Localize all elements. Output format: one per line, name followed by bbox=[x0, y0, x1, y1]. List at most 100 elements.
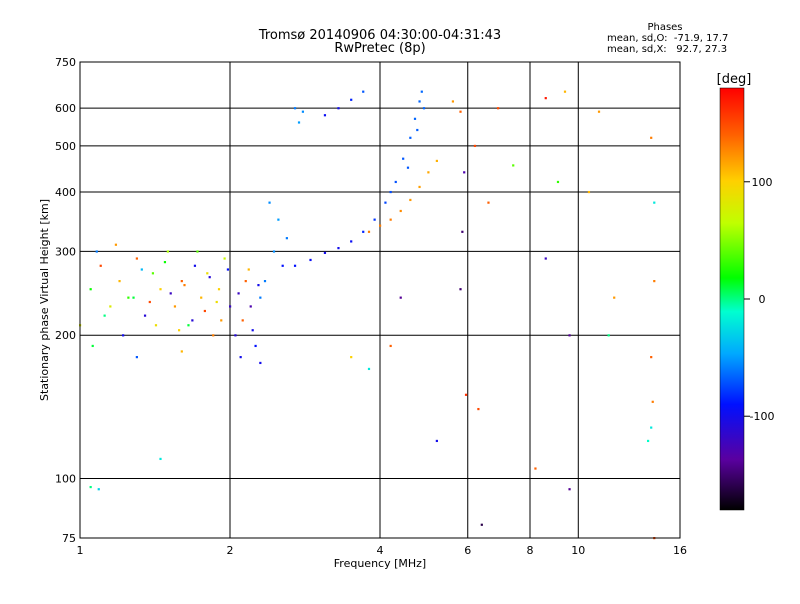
data-point bbox=[650, 136, 653, 139]
y-tick-label: 600 bbox=[55, 102, 76, 115]
data-point bbox=[208, 276, 211, 279]
data-point bbox=[180, 280, 183, 283]
data-point bbox=[91, 344, 94, 348]
data-point bbox=[259, 361, 262, 365]
colorbar-tick-label: 100 bbox=[752, 176, 773, 189]
x-tick-label: 6 bbox=[464, 544, 471, 557]
data-point bbox=[373, 218, 376, 221]
data-point bbox=[191, 319, 194, 322]
data-point bbox=[89, 288, 92, 291]
data-point bbox=[277, 218, 280, 221]
data-point bbox=[217, 288, 221, 291]
phase-stats-x: mean, sd,X: 92.7, 27.3 bbox=[607, 44, 727, 55]
data-point bbox=[367, 367, 371, 371]
data-point bbox=[203, 309, 206, 313]
y-tick-label: 100 bbox=[55, 473, 76, 486]
data-point bbox=[420, 90, 423, 93]
data-point bbox=[473, 144, 477, 148]
data-point bbox=[512, 164, 515, 167]
data-point bbox=[362, 90, 365, 93]
data-point bbox=[568, 488, 571, 491]
data-point bbox=[435, 159, 438, 163]
data-point bbox=[544, 257, 547, 260]
data-point bbox=[653, 201, 656, 204]
data-point bbox=[237, 292, 240, 295]
data-point bbox=[193, 264, 197, 267]
data-point bbox=[362, 230, 365, 233]
data-point bbox=[247, 268, 250, 271]
data-point bbox=[409, 198, 412, 202]
data-point bbox=[234, 334, 237, 337]
data-point bbox=[406, 166, 410, 169]
data-point bbox=[103, 314, 106, 317]
data-point bbox=[239, 356, 242, 359]
data-point bbox=[268, 201, 271, 204]
colorbar-tick-label: -100 bbox=[750, 410, 775, 423]
data-point bbox=[272, 250, 276, 253]
data-point bbox=[384, 201, 387, 204]
data-point bbox=[89, 485, 92, 489]
data-point bbox=[350, 240, 353, 243]
x-axis-label: Frequency [MHz] bbox=[334, 557, 426, 570]
data-point bbox=[285, 237, 288, 240]
data-point bbox=[350, 356, 353, 359]
data-point bbox=[337, 247, 340, 250]
data-point bbox=[653, 280, 656, 283]
data-point bbox=[650, 426, 653, 429]
data-point bbox=[427, 171, 430, 174]
data-point bbox=[254, 344, 257, 348]
data-point bbox=[212, 334, 215, 337]
phase-stats-heading: Phases bbox=[647, 22, 682, 33]
data-point bbox=[651, 400, 654, 403]
data-point bbox=[459, 288, 462, 291]
points-layer bbox=[79, 90, 656, 540]
data-point bbox=[97, 488, 100, 491]
data-point bbox=[154, 324, 158, 327]
data-point bbox=[394, 180, 397, 184]
data-point bbox=[151, 272, 155, 275]
data-point bbox=[187, 324, 190, 327]
data-point bbox=[241, 319, 244, 322]
data-point bbox=[226, 268, 230, 271]
data-point bbox=[297, 121, 301, 124]
data-point bbox=[200, 296, 203, 299]
y-ticks: 75 100 200 300 400 500 600 750 bbox=[55, 56, 76, 545]
data-point bbox=[99, 264, 102, 267]
data-point bbox=[350, 98, 353, 101]
data-point bbox=[389, 218, 392, 221]
data-point bbox=[135, 356, 138, 359]
data-point bbox=[496, 107, 500, 110]
data-point bbox=[301, 110, 305, 113]
data-point bbox=[556, 180, 560, 184]
data-point bbox=[143, 314, 147, 317]
data-point bbox=[389, 190, 392, 194]
data-point bbox=[597, 110, 601, 113]
data-point bbox=[148, 300, 151, 304]
data-point bbox=[169, 292, 172, 295]
data-point bbox=[337, 107, 340, 110]
data-point bbox=[132, 296, 135, 299]
data-point bbox=[477, 407, 480, 411]
data-point bbox=[418, 100, 421, 103]
data-point bbox=[463, 171, 466, 174]
data-point bbox=[140, 268, 143, 271]
data-point bbox=[159, 457, 162, 461]
data-point bbox=[379, 224, 382, 227]
data-point bbox=[293, 264, 297, 267]
data-point bbox=[389, 344, 392, 348]
data-point bbox=[244, 280, 247, 283]
data-point bbox=[435, 439, 438, 443]
data-point bbox=[650, 356, 653, 359]
data-point bbox=[281, 264, 284, 267]
chart-title: Tromsø 20140906 04:30:00-04:31:43 bbox=[258, 28, 501, 43]
data-point bbox=[293, 107, 297, 110]
data-point bbox=[109, 305, 112, 308]
data-point bbox=[459, 110, 462, 113]
data-point bbox=[323, 114, 327, 117]
data-point bbox=[480, 523, 483, 526]
data-point bbox=[215, 300, 218, 304]
data-point bbox=[416, 128, 419, 132]
data-point bbox=[613, 296, 616, 299]
